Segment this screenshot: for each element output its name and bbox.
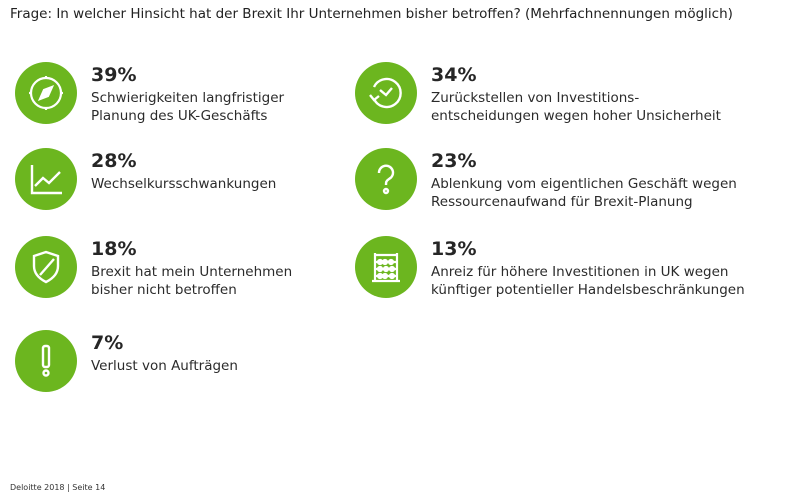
result-item: 39% Schwierigkeiten langfristiger Planung… <box>15 62 415 132</box>
result-item: 28% Wechselkursschwankungen <box>15 148 415 218</box>
percent-value: 7% <box>91 332 124 354</box>
exclamation-icon <box>15 330 77 392</box>
footer-source: Deloitte 2018 | Seite 14 <box>10 483 106 492</box>
result-item: 7% Verlust von Aufträgen <box>15 330 415 400</box>
question-mark-icon <box>355 148 417 210</box>
abacus-icon <box>355 236 417 298</box>
line-chart-icon <box>15 148 77 210</box>
shield-icon <box>15 236 77 298</box>
result-item: 18% Brexit hat mein Unternehmen bisher ni… <box>15 236 415 306</box>
item-description: Wechselkursschwankungen <box>91 176 277 192</box>
percent-value: 39% <box>91 64 137 86</box>
item-description: Verlust von Aufträgen <box>91 358 238 374</box>
compass-icon <box>15 62 77 124</box>
item-description: Anreiz für höhere Investitionen in UK we… <box>431 264 745 298</box>
item-description: Schwierigkeiten langfristiger Planung des… <box>91 90 285 124</box>
percent-value: 28% <box>91 150 137 172</box>
item-description: Ablenkung vom eigentlichen Geschäft wege… <box>431 176 737 210</box>
clock-arrow-icon <box>355 62 417 124</box>
percent-value: 18% <box>91 238 137 260</box>
item-description: Brexit hat mein Unternehmen bisher nicht … <box>91 264 293 298</box>
question-title: Frage: In welcher Hinsicht hat der Brexi… <box>10 6 733 22</box>
percent-value: 34% <box>431 64 477 86</box>
result-item: 34% Zurückstellen von Investitions-entsc… <box>355 62 755 132</box>
item-description: Zurückstellen von Investitions-entscheid… <box>431 90 721 124</box>
result-item: 23% Ablenkung vom eigentlichen Geschäft … <box>355 148 755 218</box>
percent-value: 23% <box>431 150 477 172</box>
percent-value: 13% <box>431 238 477 260</box>
result-item: 13% Anreiz für höhere Investitionen in U… <box>355 236 755 306</box>
